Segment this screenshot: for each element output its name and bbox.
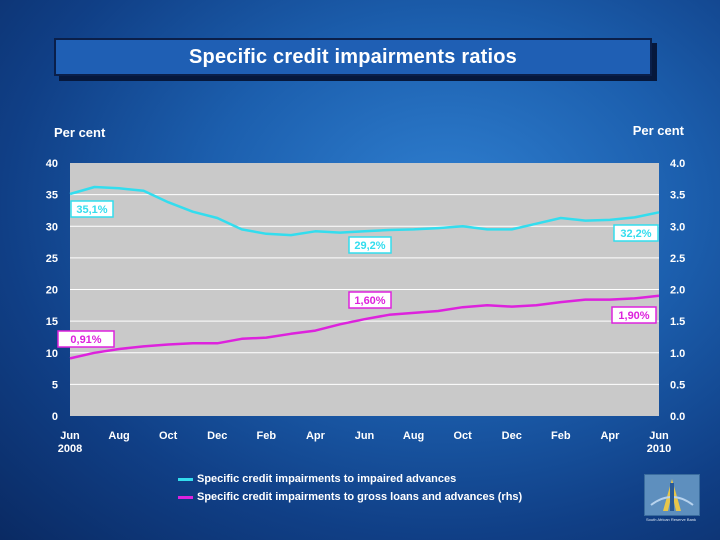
data-label-box (613, 224, 659, 242)
data-label-box (348, 291, 392, 309)
y-right-tick-label: 2.0 (670, 285, 685, 297)
legend-label-series-1: Specific credit impairments to impaired … (197, 473, 457, 485)
legend: Specific credit impairments to impaired … (178, 470, 522, 506)
left-axis-unit: Per cent (54, 125, 106, 140)
chart-title: Specific credit impairments ratios (54, 38, 652, 76)
data-label-box (57, 330, 115, 348)
y-right-tick-label: 1.5 (670, 316, 685, 328)
data-label-box (348, 236, 392, 254)
series-line-2 (69, 294, 660, 360)
x-tick-label: Apr (600, 430, 620, 442)
legend-swatch-series-2 (178, 495, 193, 499)
data-label-text: 32,2% (620, 228, 651, 240)
y-left-tick-label: 25 (46, 253, 58, 265)
y-left-tick-label: 35 (46, 190, 58, 202)
x-tick-label: Feb (551, 430, 571, 442)
logo-caption: South African Reserve Bank (645, 517, 697, 522)
right-axis-unit: Per cent (632, 123, 684, 138)
y-left-tick-label: 20 (46, 285, 58, 297)
x-tick-label: Jun (649, 430, 669, 442)
legend-item-series-1: Specific credit impairments to impaired … (178, 470, 522, 488)
data-label-text: 29,2% (354, 240, 385, 252)
data-label-box (611, 306, 657, 324)
data-label-1: 35,1% (70, 200, 114, 218)
logo-panel (644, 474, 700, 516)
y-right-tick-label: 0.0 (670, 411, 685, 423)
data-label-5: 0,91% (57, 330, 115, 348)
series-line-1 (69, 185, 660, 237)
logo-emblem-icon (650, 479, 694, 511)
y-left-tick-label: 40 (46, 158, 58, 170)
data-label-text: 1,60% (354, 295, 385, 307)
data-label-text: 1,90% (618, 310, 649, 322)
x-tick-label: Aug (403, 430, 424, 442)
x-tick-label: Apr (306, 430, 326, 442)
x-tick-label: Jun (355, 430, 375, 442)
y-left-tick-label: 30 (46, 221, 58, 233)
y-right-tick-label: 2.5 (670, 253, 685, 265)
data-label-3: 32,2% (613, 224, 659, 242)
y-left-tick-label: 10 (46, 348, 58, 360)
y-right-tick-label: 3.0 (670, 221, 685, 233)
y-right-tick-label: 3.5 (670, 190, 685, 202)
data-label-6: 1,90% (611, 306, 657, 324)
x-tick-label: Oct (453, 430, 472, 442)
legend-label-series-2: Specific credit impairments to gross loa… (197, 491, 523, 503)
legend-swatch-series-1 (178, 477, 193, 481)
data-label-text: 35,1% (76, 204, 107, 216)
x-tick-year-label: 2010 (647, 443, 671, 455)
y-right-tick-label: 4.0 (670, 158, 685, 170)
y-right-tick-label: 1.0 (670, 348, 685, 360)
y-right-tick-label: 0.5 (670, 379, 685, 391)
data-label-4: 1,60% (348, 291, 392, 309)
y-left-tick-label: 15 (46, 316, 58, 328)
legend-item-series-2: Specific credit impairments to gross loa… (178, 488, 522, 506)
data-label-text: 0,91% (70, 334, 101, 346)
x-tick-label: Aug (108, 430, 129, 442)
data-label-2: 29,2% (348, 236, 392, 254)
bank-logo: South African Reserve Bank (640, 472, 702, 528)
x-tick-label: Dec (502, 430, 522, 442)
x-tick-label: Jun (60, 430, 80, 442)
y-left-tick-label: 0 (52, 411, 58, 423)
x-tick-label: Dec (207, 430, 227, 442)
x-tick-label: Feb (257, 430, 277, 442)
x-tick-year-label: 2008 (58, 443, 82, 455)
data-label-box (70, 200, 114, 218)
x-tick-label: Oct (159, 430, 178, 442)
y-left-tick-label: 5 (52, 379, 58, 391)
